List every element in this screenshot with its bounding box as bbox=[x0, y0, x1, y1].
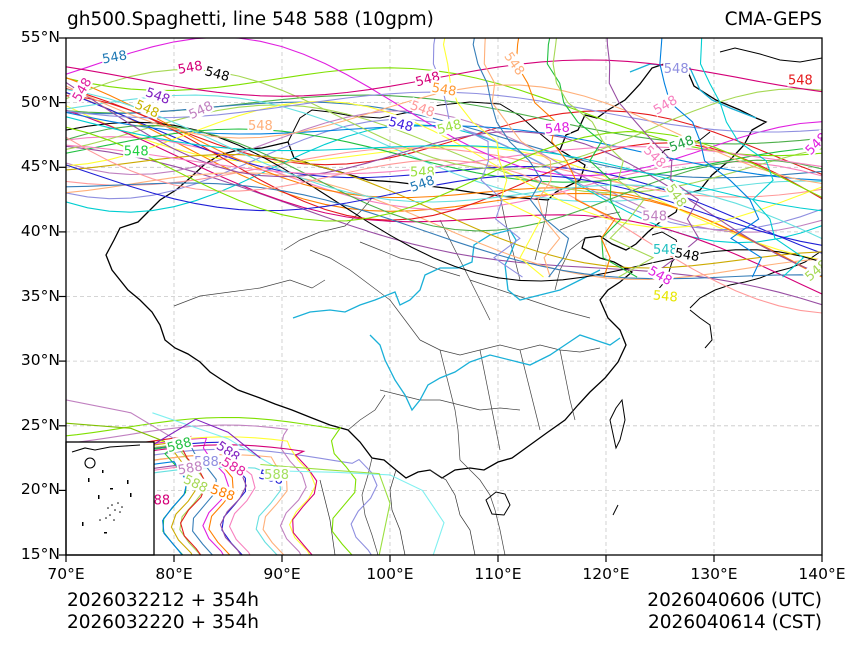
contour-label: 548 bbox=[248, 119, 273, 134]
contour-label: 588 bbox=[177, 459, 204, 478]
province-borders bbox=[173, 195, 621, 555]
init-time-block: 2026032212 + 354h 2026032220 + 354h bbox=[67, 590, 259, 634]
y-tick-label: 15°N bbox=[20, 545, 60, 563]
init-time-utc: 2026032212 + 354h bbox=[67, 590, 260, 611]
x-tick-label: 140°E bbox=[798, 565, 846, 583]
contour-label: 548 bbox=[788, 74, 813, 89]
contour-label: 548 bbox=[101, 48, 128, 67]
x-tick-label: 110°E bbox=[474, 565, 522, 583]
valid-time-utc: 2026040606 (UTC) bbox=[647, 590, 822, 611]
contour-label: 548 bbox=[803, 257, 832, 284]
y-tick-label: 45°N bbox=[20, 157, 60, 176]
x-tick-label: 70°E bbox=[47, 565, 85, 583]
contour-label: 548 bbox=[177, 59, 204, 78]
south-china-sea-inset bbox=[65, 441, 155, 556]
contour-label: 548 bbox=[653, 243, 678, 258]
y-tick-label: 25°N bbox=[20, 415, 60, 434]
contour-label: 588 bbox=[264, 468, 289, 483]
x-tick-label: 90°E bbox=[263, 565, 301, 583]
axis-ticks bbox=[59, 37, 823, 562]
model-name: CMA-GEPS bbox=[724, 9, 822, 30]
valid-time-cst: 2026040614 (CST) bbox=[648, 612, 822, 633]
contour-label: 548 bbox=[387, 115, 415, 136]
contour-label: 548 bbox=[436, 117, 464, 138]
contour-label: 548 bbox=[642, 209, 667, 224]
contour-label: 588 bbox=[166, 435, 194, 456]
indochina-border bbox=[319, 469, 476, 555]
contour-label: 548 bbox=[673, 246, 700, 265]
contour-label: 548 bbox=[668, 133, 696, 156]
y-tick-label: 55°N bbox=[20, 28, 60, 46]
x-tick-label: 130°E bbox=[690, 565, 738, 583]
y-tick-label: 40°N bbox=[20, 221, 60, 240]
contour-label: 548 bbox=[652, 288, 678, 305]
contour-label: 548 bbox=[408, 98, 436, 121]
contour-label: 548 bbox=[430, 81, 457, 100]
contour-label: 548 bbox=[664, 62, 689, 77]
contour-label: 548 bbox=[203, 64, 231, 85]
x-tick-label: 100°E bbox=[366, 565, 414, 583]
x-tick-label: 80°E bbox=[155, 565, 193, 583]
x-tick-label: 120°E bbox=[582, 565, 630, 583]
y-tick-label: 50°N bbox=[20, 92, 60, 111]
y-tick-label: 30°N bbox=[20, 351, 60, 370]
y-tick-label: 35°N bbox=[20, 286, 60, 305]
valid-time-block: 2026040606 (UTC) 2026040614 (CST) bbox=[647, 590, 822, 634]
init-time-cst: 2026032220 + 354h bbox=[67, 612, 260, 633]
contour-label: 548 bbox=[501, 50, 528, 79]
contour-label: 548 bbox=[651, 93, 680, 118]
chart-title: gh500.Spaghetti, line 548 588 (10gpm) bbox=[67, 9, 434, 30]
y-tick-label: 20°N bbox=[20, 480, 60, 499]
contour-label: 548 bbox=[124, 145, 149, 160]
country-border bbox=[105, 61, 768, 479]
contour-label: 548 bbox=[544, 120, 570, 137]
